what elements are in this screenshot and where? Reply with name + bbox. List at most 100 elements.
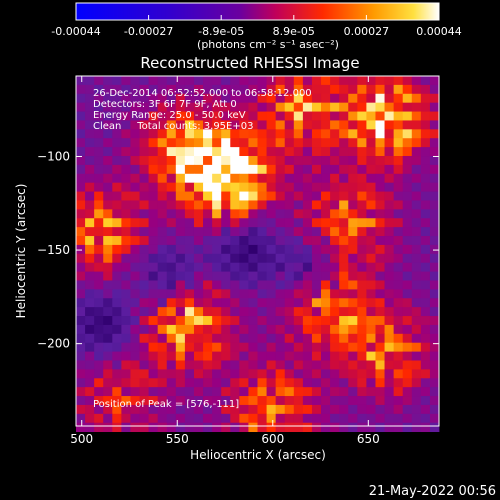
heatmap-cell xyxy=(284,200,295,210)
heatmap-cell xyxy=(366,120,376,130)
heatmap-cell xyxy=(175,396,186,406)
heatmap-cell xyxy=(212,253,222,264)
heatmap-cell xyxy=(402,387,413,397)
heatmap-cell xyxy=(275,156,286,166)
heatmap-cell xyxy=(166,173,177,184)
heatmap-cell xyxy=(366,413,376,424)
heatmap-cell xyxy=(239,342,249,352)
heatmap-cell xyxy=(384,307,395,317)
heatmap-cell xyxy=(139,307,150,317)
heatmap-cell xyxy=(212,93,222,104)
heatmap-cell xyxy=(175,271,186,281)
heatmap-cell xyxy=(302,342,313,352)
heatmap-cell xyxy=(429,387,440,397)
heatmap-cell xyxy=(393,422,404,433)
heatmap-cell xyxy=(157,289,168,299)
heatmap-cell xyxy=(248,138,258,148)
heatmap-cell xyxy=(203,129,213,139)
heatmap-cell xyxy=(85,129,95,139)
heatmap-cell xyxy=(103,102,113,112)
heatmap-cell xyxy=(411,351,422,361)
heatmap-cell xyxy=(348,342,358,352)
heatmap-cell xyxy=(212,182,222,192)
colorbar-tick-label: 0.00044 xyxy=(416,25,462,38)
heatmap-cell xyxy=(348,244,358,255)
heatmap-cell xyxy=(94,84,104,95)
heatmap-cell xyxy=(257,333,267,344)
heatmap-cell xyxy=(293,387,304,397)
heatmap-cell xyxy=(275,200,286,210)
heatmap-cell xyxy=(330,111,340,121)
heatmap-cell xyxy=(311,173,322,184)
colorbar-unit-label: (photons cm⁻² s⁻¹ asec⁻²) xyxy=(197,38,339,51)
heatmap-cell xyxy=(266,76,277,86)
heatmap-cell xyxy=(302,360,313,370)
heatmap-cell xyxy=(348,218,358,228)
heatmap-cell xyxy=(248,422,258,433)
heatmap-cell xyxy=(157,147,168,157)
heatmap-cell xyxy=(266,404,277,415)
heatmap-cell xyxy=(357,333,367,344)
heatmap-cell xyxy=(76,129,86,139)
heatmap-cell xyxy=(266,387,277,397)
heatmap-cell xyxy=(212,333,222,344)
heatmap-cell xyxy=(293,218,304,228)
heatmap-cell xyxy=(393,360,404,370)
heatmap-cell xyxy=(257,360,267,370)
heatmap-cell xyxy=(411,378,422,388)
heatmap-cell xyxy=(139,84,150,95)
heatmap-cell xyxy=(85,307,95,317)
heatmap-cell xyxy=(330,422,340,433)
heatmap-cell xyxy=(85,262,95,272)
heatmap-cell xyxy=(339,342,349,352)
heatmap-cell xyxy=(429,360,440,370)
heatmap-cell xyxy=(121,298,131,308)
heatmap-cell xyxy=(411,182,422,192)
heatmap-cell xyxy=(393,244,404,255)
heatmap-cell xyxy=(130,120,140,130)
heatmap-cell xyxy=(375,218,385,228)
heatmap-cell xyxy=(330,387,340,397)
heatmap-cell xyxy=(420,253,431,264)
heatmap-cell xyxy=(121,316,131,326)
heatmap-cell xyxy=(221,200,231,210)
heatmap-cell xyxy=(411,324,422,335)
heatmap-cell xyxy=(76,147,86,157)
heatmap-cell xyxy=(311,236,322,246)
heatmap-cell xyxy=(402,289,413,299)
annotation-time-range: 26-Dec-2014 06:52:52.000 to 06:58:12.000 xyxy=(93,88,312,99)
heatmap-cell xyxy=(193,324,204,335)
heatmap-cell xyxy=(402,262,413,272)
heatmap-cell xyxy=(402,253,413,264)
heatmap-cell xyxy=(366,262,376,272)
heatmap-cell xyxy=(94,191,104,201)
heatmap-cell xyxy=(139,280,150,290)
heatmap-cell xyxy=(248,404,258,415)
heatmap-cell xyxy=(339,236,349,246)
heatmap-cell xyxy=(257,93,267,104)
heatmap-cell xyxy=(76,102,86,112)
heatmap-cell xyxy=(203,191,213,201)
heatmap-cell xyxy=(76,271,86,281)
heatmap-cell xyxy=(339,413,349,424)
heatmap-cell xyxy=(284,396,295,406)
heatmap-cell xyxy=(148,378,159,388)
heatmap-cell xyxy=(166,253,177,264)
heatmap-cell xyxy=(420,333,431,344)
heatmap-cell xyxy=(384,182,395,192)
heatmap-cell xyxy=(203,280,213,290)
heatmap-cell xyxy=(420,289,431,299)
heatmap-cell xyxy=(248,164,258,175)
heatmap-cell xyxy=(212,129,222,139)
heatmap-cell xyxy=(393,209,404,219)
heatmap-cell xyxy=(221,111,231,121)
heatmap-cell xyxy=(193,200,204,210)
heatmap-cell xyxy=(112,236,122,246)
heatmap-cell xyxy=(103,360,113,370)
heatmap-cell xyxy=(103,244,113,255)
heatmap-cell xyxy=(212,200,222,210)
heatmap-cell xyxy=(166,120,177,130)
heatmap-cell xyxy=(166,84,177,95)
heatmap-cell xyxy=(139,271,150,281)
heatmap-cell xyxy=(94,378,104,388)
